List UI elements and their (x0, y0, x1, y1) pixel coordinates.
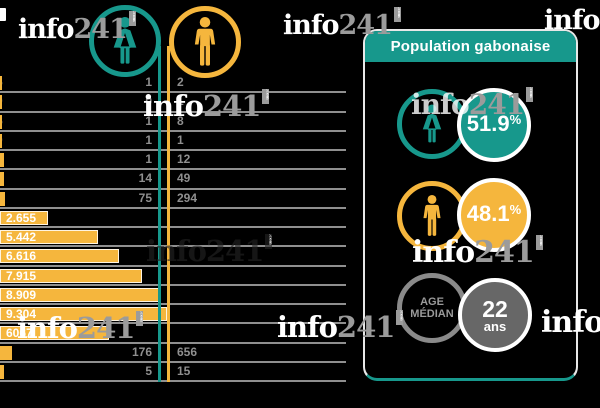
male-figure-icon (418, 195, 446, 237)
male-value: 49 (177, 171, 191, 186)
female-value: 0 (145, 94, 152, 109)
male-bar: 8.909 (0, 287, 161, 302)
pyramid-row: 56.4209.304 (0, 305, 346, 325)
pyramid-row: 05.7026.616 (0, 247, 346, 267)
median-age-outline-circle: AGE MÉDIAN (397, 273, 467, 343)
pyramid-row: 54.0765.442 (0, 228, 346, 248)
info241-watermark: info241 .com (411, 87, 534, 121)
pyramid-row: 518 (0, 113, 346, 132)
panel-title: Population gabonaise (365, 31, 576, 62)
pyramid-row: 5112 (0, 151, 346, 171)
info241-watermark: info241 (544, 5, 600, 36)
female-value: 1 (145, 152, 152, 166)
pyramid-row: 0515 (0, 363, 346, 382)
info241-watermark: info241 .com (146, 234, 273, 268)
male-value: 12 (177, 152, 191, 166)
info241-watermark: info241 .com (18, 11, 136, 45)
median-age-circle: 22 ans (458, 278, 532, 352)
male-bar: 2.655 (0, 210, 48, 225)
male-value: 294 (177, 190, 198, 205)
male-bar (0, 95, 2, 110)
female-badge-ring (89, 5, 161, 77)
male-value: 15 (177, 363, 191, 378)
male-figure-icon (188, 17, 222, 67)
pyramid-row: 02.7646067 (0, 324, 346, 344)
bar-value: 8.909 (6, 287, 37, 302)
male-bar (0, 191, 6, 206)
pyramid-row: 512 (0, 74, 346, 94)
male-percentage-circle: 48.1% (457, 178, 531, 252)
male-bar (0, 364, 4, 379)
female-percentage: 51.9% (466, 110, 522, 136)
pyramid-row: 011 (0, 132, 346, 151)
female-value: 176 (131, 344, 152, 359)
pyramid-axis-female (158, 46, 161, 382)
info241-watermark: info241 (541, 305, 600, 340)
male-bar (0, 345, 12, 360)
male-value: 1 (177, 132, 184, 147)
bar-value: 6067 (6, 326, 33, 341)
female-value: 14 (138, 171, 152, 186)
bar-value: 7.915 (6, 268, 37, 283)
female-value: 5 (145, 363, 152, 378)
info241-watermark: info241 .com (283, 7, 401, 41)
male-badge-ring (169, 6, 241, 78)
female-value: 1 (145, 75, 152, 89)
male-bar: 5.442 (0, 230, 98, 244)
population-panel: Population gabonaise 51.9% (363, 29, 578, 381)
male-bar (0, 76, 2, 90)
median-age-unit: ans (483, 318, 507, 334)
male-value: 2 (177, 75, 184, 89)
info241-watermark: info241 .com (412, 235, 543, 270)
male-bar (0, 153, 4, 167)
female-percentage-circle: 51.9% (457, 88, 531, 162)
info241-watermark: info241 .com (17, 311, 144, 345)
male-bar: 6067 (0, 326, 110, 341)
male-value: 656 (177, 344, 198, 359)
watermark-fragment (0, 8, 6, 21)
median-age-label: MÉDIAN (410, 308, 454, 320)
male-bar: 7.915 (0, 268, 143, 283)
median-age-value: 22 (482, 295, 508, 322)
male-bar (0, 114, 2, 129)
bar-value: 6.616 (6, 249, 37, 264)
pyramid-row: 07.5278.909 (0, 286, 346, 305)
male-value: 8 (177, 113, 184, 128)
female-value: 1 (145, 113, 152, 128)
female-figure-icon (109, 17, 141, 65)
info241-watermark: info241 .com (143, 89, 270, 123)
pyramid-axis-male (167, 46, 170, 382)
pyramid-row: 575294 (0, 190, 346, 209)
pyramid-row: 001 (0, 93, 346, 113)
population-pyramid-chart: 51200151801151120144957529402.1262.65554… (0, 74, 346, 382)
female-value: 75 (138, 190, 152, 205)
male-percentage: 48.1% (466, 200, 522, 226)
pyramid-row: 01449 (0, 170, 346, 190)
bar-value: 2.655 (6, 210, 37, 225)
pyramid-row: 02.1262.655 (0, 209, 346, 228)
female-figure-icon (419, 104, 445, 144)
male-bar: 6.616 (0, 249, 120, 264)
median-age-label: AGE (420, 296, 444, 308)
male-bar (0, 133, 2, 148)
pyramid-row: 5176656 (0, 344, 346, 363)
male-value: 1 (177, 94, 184, 109)
info241-watermark: info241 .com (277, 310, 404, 344)
male-bar: 9.304 (0, 307, 168, 321)
bar-value: 9.304 (6, 307, 37, 321)
bar-value: 5.442 (6, 230, 37, 244)
male-bar (0, 172, 4, 187)
pyramid-row: 57.4297.915 (0, 267, 346, 286)
female-value: 1 (145, 132, 152, 147)
